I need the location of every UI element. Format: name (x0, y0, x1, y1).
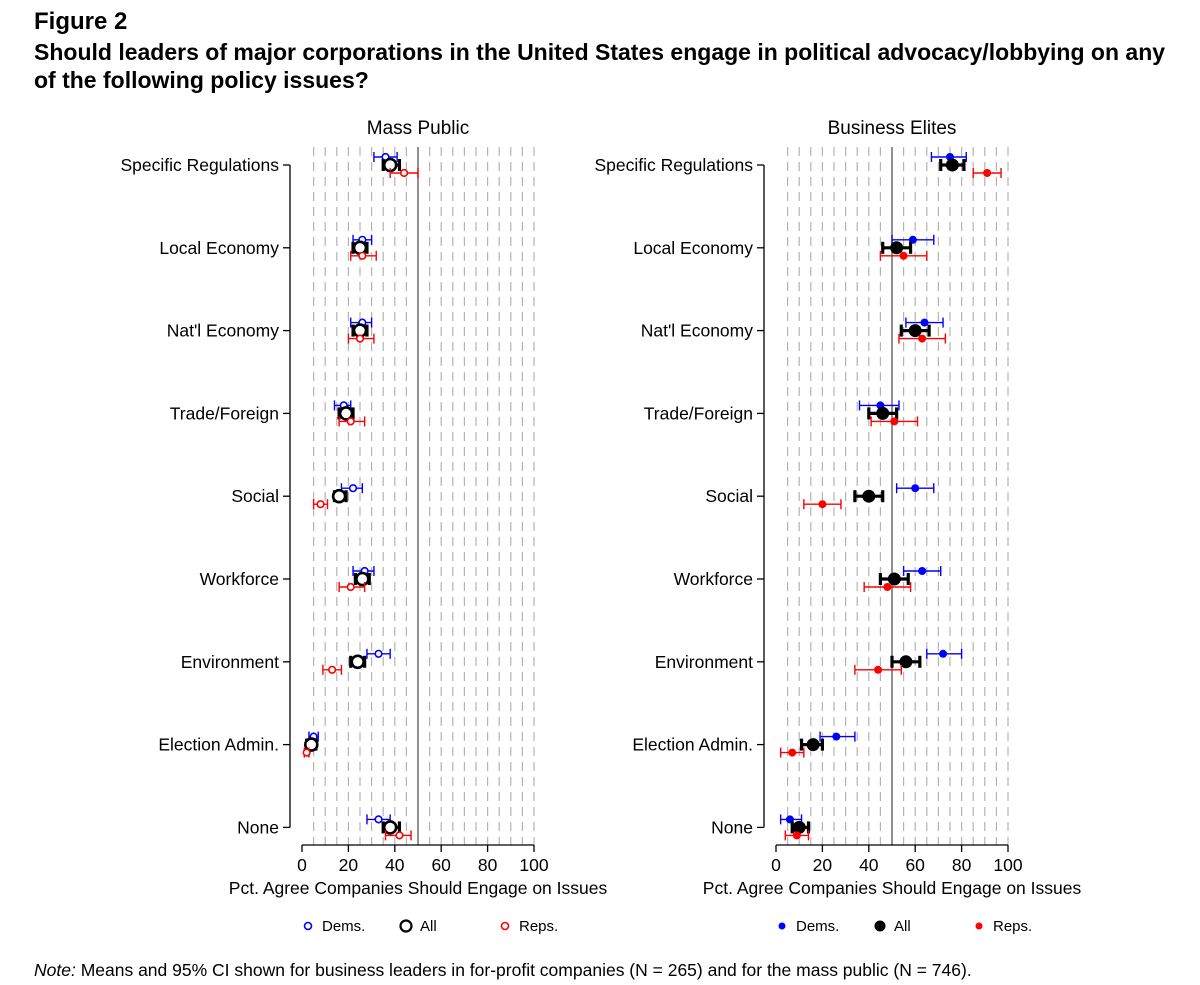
point-reps (316, 500, 325, 509)
note-prefix: Note: (34, 960, 76, 980)
legend-label: All (894, 918, 911, 935)
y-tick-label: Nat'l Economy (641, 321, 754, 341)
point-all (806, 738, 820, 752)
legend-marker (975, 922, 983, 930)
x-tick-label: 60 (431, 855, 451, 875)
y-tick-label: Workforce (674, 569, 753, 589)
legend-marker (399, 919, 413, 933)
point-dems (911, 484, 920, 493)
point-reps (899, 251, 908, 260)
point-reps (399, 168, 409, 178)
y-tick-label: Workforce (200, 569, 279, 589)
point-dems (832, 732, 841, 741)
figure-note: Note: Means and 95% CI shown for busines… (34, 960, 972, 981)
y-tick-label: Election Admin. (632, 735, 753, 755)
legend-marker (778, 922, 786, 930)
point-reps (355, 334, 365, 343)
point-all (899, 655, 913, 669)
point-reps (890, 417, 899, 426)
point-reps (792, 831, 801, 840)
point-dems (374, 815, 383, 824)
panel-title: Mass Public (367, 118, 469, 139)
point-all (331, 488, 347, 504)
y-tick-label: Social (705, 486, 753, 506)
legend-label: Reps. (519, 918, 558, 935)
y-tick-label: None (237, 817, 279, 837)
legend-label: Dems. (322, 918, 365, 935)
y-tick-label: Specific Regulations (120, 155, 279, 175)
y-tick-label: Nat'l Economy (167, 321, 280, 341)
x-tick-label: 80 (478, 855, 498, 875)
point-dems (348, 484, 358, 493)
point-all (338, 406, 354, 421)
dot-plot-figure: Mass Public Specific Regulations Local Eco… (120, 118, 1081, 935)
mass-public-panel: Mass Public Specific Regulations Local Eco… (120, 118, 607, 935)
point-reps (346, 417, 355, 426)
point-reps (346, 582, 355, 592)
x-tick-label: 100 (519, 855, 548, 875)
y-tick-label: Specific Regulations (594, 155, 753, 175)
legend-label: Dems. (796, 918, 839, 935)
point-reps (818, 500, 827, 509)
y-tick-label: Social (231, 486, 279, 506)
point-all (350, 654, 365, 670)
x-tick-label: 40 (859, 855, 879, 875)
y-tick-label: Local Economy (159, 238, 279, 258)
point-dems (374, 649, 383, 658)
figure-title: Should leaders of major corporations in … (34, 39, 1166, 93)
point-reps (983, 169, 992, 177)
point-reps (328, 665, 337, 674)
y-tick-label: None (711, 817, 753, 837)
point-reps (358, 251, 367, 260)
x-tick-label: 0 (771, 855, 781, 875)
y-tick-label: Trade/Foreign (644, 403, 753, 423)
legend-label: All (420, 918, 437, 935)
point-all (890, 241, 904, 255)
legend-marker (500, 921, 510, 931)
point-reps (883, 583, 892, 591)
point-all (382, 820, 398, 835)
x-tick-label: 100 (993, 855, 1022, 875)
x-axis-label: Pct. Agree Companies Should Engage on Is… (703, 878, 1082, 898)
y-tick-label: Local Economy (633, 238, 753, 258)
x-tick-label: 40 (385, 855, 405, 875)
business-elites-panel: Business Elites Specific Regulations Local… (594, 118, 1081, 935)
point-all (355, 571, 370, 587)
point-reps (302, 748, 311, 757)
note-text: Means and 95% CI shown for business lead… (75, 960, 972, 980)
point-all (887, 572, 901, 586)
point-reps (788, 748, 797, 757)
legend-marker (303, 921, 313, 931)
point-all (908, 324, 922, 338)
point-reps (874, 665, 883, 674)
legend-marker (874, 920, 886, 932)
point-all (876, 406, 890, 420)
legend-label: Reps. (993, 918, 1032, 935)
point-dems (939, 649, 948, 658)
point-all (352, 240, 368, 256)
point-dems (920, 318, 929, 327)
x-tick-label: 20 (339, 855, 359, 875)
y-tick-label: Election Admin. (158, 735, 279, 755)
y-tick-label: Environment (181, 652, 279, 672)
x-tick-label: 80 (952, 855, 972, 875)
figure-label: Figure 2 (34, 8, 128, 35)
x-tick-label: 60 (905, 855, 925, 875)
y-tick-label: Environment (655, 652, 753, 672)
x-tick-label: 20 (813, 855, 833, 875)
point-all (945, 158, 959, 172)
x-axis-label: Pct. Agree Companies Should Engage on Is… (229, 878, 608, 898)
point-reps (395, 831, 404, 840)
point-all (862, 489, 876, 503)
x-tick-label: 0 (297, 855, 307, 875)
point-reps (918, 334, 927, 343)
point-dems (918, 567, 927, 575)
y-tick-label: Trade/Foreign (170, 403, 279, 423)
point-all (792, 820, 806, 834)
panel-title: Business Elites (828, 118, 957, 139)
